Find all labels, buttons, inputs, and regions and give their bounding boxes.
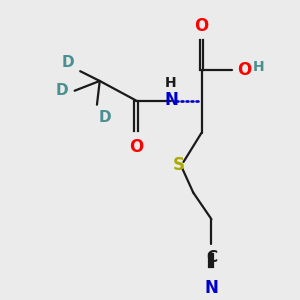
Text: D: D <box>61 55 74 70</box>
Text: D: D <box>98 110 111 125</box>
Text: O: O <box>194 17 209 35</box>
Text: D: D <box>56 83 68 98</box>
Text: O: O <box>237 61 252 79</box>
Text: H: H <box>253 60 264 74</box>
Text: S: S <box>172 156 184 174</box>
Text: C: C <box>206 250 218 266</box>
Text: H: H <box>165 76 177 90</box>
Text: N: N <box>164 91 178 109</box>
Text: N: N <box>205 279 218 297</box>
Text: O: O <box>129 138 143 156</box>
